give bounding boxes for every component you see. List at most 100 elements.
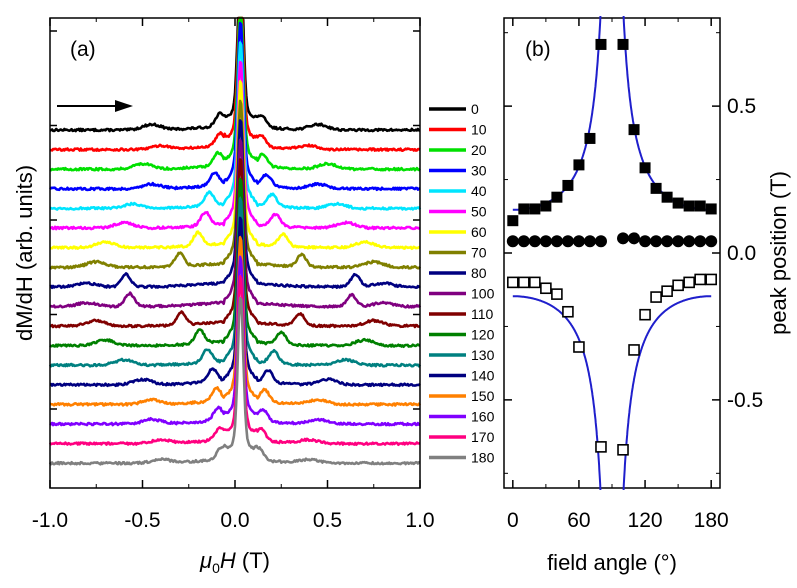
legend-label-120: 120: [471, 327, 495, 343]
a-xtick-label: 1.0: [405, 509, 434, 532]
point-central: [705, 235, 718, 248]
point-upper: [540, 200, 552, 212]
fit-curve-1: [622, 15, 712, 211]
panel-a-ticks: -1.0 -0.5 0.0 0.5 1.0: [32, 18, 435, 532]
xlabel-var: μ: [199, 548, 212, 573]
legend-label-30: 30: [471, 163, 487, 179]
b-xtick-label: 0: [507, 509, 519, 532]
point-upper: [573, 159, 585, 171]
curve-180: [48, 296, 421, 466]
point-lower: [562, 305, 574, 318]
point-lower: [639, 308, 651, 321]
panel-b-xlabel: field angle (°): [547, 550, 677, 575]
point-upper: [507, 215, 519, 227]
panel-a-ylabel: dM/dH (arb. units): [12, 165, 37, 341]
b-ytick-label: -0.5: [727, 389, 763, 412]
legend-label-80: 80: [471, 265, 487, 281]
point-upper: [617, 38, 629, 50]
panel-a-xlabel: μ0H (T): [199, 548, 270, 576]
point-lower: [617, 444, 629, 456]
point-upper: [705, 203, 717, 215]
b-xtick-label: 120: [628, 509, 663, 532]
point-lower: [507, 276, 519, 289]
legend-label-50: 50: [471, 204, 487, 220]
legend-label-60: 60: [471, 224, 487, 240]
a-xtick-label: -0.5: [124, 509, 160, 532]
legend-label-70: 70: [471, 245, 487, 261]
point-central: [517, 235, 530, 248]
point-upper: [661, 191, 673, 203]
point-central: [639, 235, 652, 248]
point-upper: [639, 162, 651, 174]
panel-b-points: [506, 38, 718, 456]
xlabel-var2: H: [220, 548, 236, 573]
panel-a: -1.0 -0.5 0.0 0.5 1.0 0 10 20 30 40 50 60 70 80 100 11…: [12, 16, 495, 576]
panel-b: 0 60 120 180 -0.5 0.0 0.5 (b) peak position (T…: [503, 15, 791, 575]
point-lower: [518, 276, 530, 289]
point-lower: [650, 291, 662, 303]
point-central: [617, 232, 630, 245]
a-xtick-label: 0.0: [220, 509, 249, 532]
fit-curve-2: [512, 295, 602, 491]
point-central: [506, 235, 519, 248]
point-lower: [573, 341, 585, 353]
point-lower: [661, 285, 673, 297]
b-ytick-label: 0.0: [727, 242, 756, 265]
point-upper: [584, 132, 596, 144]
point-upper: [551, 191, 563, 203]
b-xtick-label: 60: [567, 509, 590, 532]
panel-b-label: (b): [525, 38, 551, 61]
point-central: [628, 232, 641, 245]
point-lower: [672, 279, 684, 292]
panel-a-curves: [48, 16, 422, 488]
point-central: [583, 235, 596, 248]
point-lower: [529, 276, 541, 289]
point-upper: [694, 200, 706, 212]
point-lower: [705, 273, 717, 286]
point-lower: [595, 441, 607, 453]
panel-a-legend: 0 10 20 30 40 50 60 70 80 100 110 120 130 140 150 160 17…: [424, 100, 495, 472]
panel-b-ticks: 0 60 120 180 -0.5 0.0 0.5: [504, 18, 763, 532]
point-central: [561, 235, 574, 248]
point-central: [572, 235, 585, 248]
point-central: [550, 235, 563, 248]
legend-label-140: 140: [471, 368, 495, 384]
legend-label-110: 110: [471, 306, 494, 322]
b-xtick-label: 180: [694, 509, 729, 532]
legend-label-40: 40: [471, 183, 487, 199]
point-upper: [683, 200, 695, 212]
point-central: [672, 235, 685, 248]
point-upper: [672, 197, 684, 209]
legend-label-170: 170: [471, 429, 495, 445]
point-upper: [628, 124, 640, 136]
legend-label-180: 180: [471, 450, 495, 466]
point-lower: [628, 344, 640, 356]
fit-curve-3: [622, 295, 712, 491]
point-upper: [562, 179, 574, 191]
legend-label-130: 130: [471, 347, 495, 363]
point-central: [528, 235, 541, 248]
sweep-direction-arrow-icon: [57, 100, 133, 112]
point-lower: [694, 273, 706, 286]
point-central: [594, 235, 607, 248]
point-upper: [650, 182, 662, 194]
point-central: [539, 235, 552, 248]
point-central: [661, 235, 674, 248]
legend-label-100: 100: [471, 286, 495, 302]
a-xtick-label: 0.5: [313, 509, 342, 532]
legend-label-20: 20: [471, 142, 487, 158]
xlabel-sub: 0: [212, 560, 220, 576]
panel-b-frame: [503, 17, 721, 489]
legend-label-10: 10: [471, 122, 487, 138]
panel-b-fit-curves: [512, 15, 712, 491]
point-lower: [540, 282, 552, 295]
point-lower: [551, 288, 563, 300]
legend-background: [424, 100, 484, 472]
point-upper: [518, 203, 530, 215]
xlabel-unit: (T): [236, 548, 270, 573]
point-central: [694, 235, 707, 248]
point-central: [650, 235, 663, 248]
legend-label-160: 160: [471, 409, 495, 425]
a-xtick-label: -1.0: [32, 509, 68, 532]
